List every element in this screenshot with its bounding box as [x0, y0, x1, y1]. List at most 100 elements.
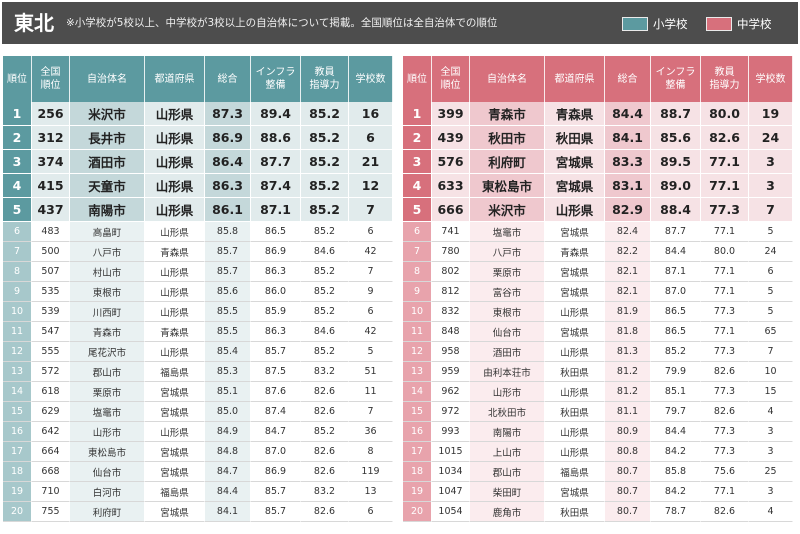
junior-high-cell-infra: 85.8 — [651, 462, 701, 482]
elementary-cell-rank: 5 — [3, 198, 32, 222]
junior-high-header-infra: インフラ 整備 — [651, 56, 701, 102]
elementary-cell-national: 539 — [32, 302, 70, 322]
elementary-cell-rank: 2 — [3, 126, 32, 150]
elementary-cell-rank: 14 — [3, 382, 32, 402]
junior-high-cell-teacher: 77.3 — [701, 382, 749, 402]
junior-high-cell-national: 633 — [432, 174, 470, 198]
elementary-cell-national: 256 — [32, 102, 70, 126]
table-row: 5 437 南陽市 山形県 86.1 87.1 85.2 7 — [3, 198, 393, 222]
junior-high-cell-schools: 15 — [749, 382, 793, 402]
elementary-cell-schools: 42 — [349, 242, 393, 262]
table-row: 19 710 白河市 福島県 84.4 85.7 83.2 13 — [3, 482, 393, 502]
junior-high-cell-infra: 85.6 — [651, 126, 701, 150]
junior-high-cell-infra: 85.2 — [651, 342, 701, 362]
junior-high-cell-infra: 84.4 — [651, 242, 701, 262]
junior-high-cell-name: 利府町 — [470, 150, 545, 174]
legend-elementary-label: 小学校 — [653, 17, 688, 31]
elementary-cell-teacher: 82.6 — [301, 462, 349, 482]
junior-high-cell-name: 米沢市 — [470, 198, 545, 222]
junior-high-header-rank-line: 順位 — [407, 73, 427, 85]
junior-high-header-schools-line: 学校数 — [755, 73, 786, 85]
junior-high-header-pref-line: 都道府県 — [554, 73, 595, 85]
junior-high-cell-teacher: 77.3 — [701, 422, 749, 442]
junior-high-cell-national: 848 — [432, 322, 470, 342]
elementary-cell-national: 415 — [32, 174, 70, 198]
junior-high-cell-infra: 87.0 — [651, 282, 701, 302]
elementary-header-total-line: 総合 — [217, 73, 238, 85]
junior-high-cell-name: 青森市 — [470, 102, 545, 126]
elementary-cell-total: 84.9 — [205, 422, 251, 442]
junior-high-cell-schools: 3 — [749, 150, 793, 174]
elementary-cell-infra: 87.7 — [251, 150, 301, 174]
table-row: 7 780 八戸市 青森県 82.2 84.4 80.0 24 — [403, 242, 793, 262]
junior-high-cell-name: 東松島市 — [470, 174, 545, 198]
junior-high-cell-infra: 79.7 — [651, 402, 701, 422]
elementary-cell-pref: 宮城県 — [145, 502, 205, 522]
elementary-header-national-line: 全国 — [40, 67, 61, 78]
elementary-cell-total: 84.8 — [205, 442, 251, 462]
junior-high-cell-national: 741 — [432, 222, 470, 242]
junior-high-cell-schools: 19 — [749, 102, 793, 126]
junior-high-cell-teacher: 77.1 — [701, 150, 749, 174]
junior-high-cell-teacher: 75.6 — [701, 462, 749, 482]
elementary-cell-total: 86.1 — [205, 198, 251, 222]
junior-high-cell-pref: 山形県 — [545, 198, 605, 222]
junior-high-cell-pref: 宮城県 — [545, 322, 605, 342]
junior-high-cell-rank: 17 — [403, 442, 432, 462]
elementary-cell-name: 青森市 — [70, 322, 145, 342]
elementary-cell-total: 84.4 — [205, 482, 251, 502]
junior-high-cell-national: 958 — [432, 342, 470, 362]
junior-high-cell-total: 81.3 — [605, 342, 651, 362]
junior-high-cell-total: 82.1 — [605, 262, 651, 282]
junior-high-cell-rank: 1 — [403, 102, 432, 126]
elementary-cell-rank: 4 — [3, 174, 32, 198]
junior-high-cell-national: 666 — [432, 198, 470, 222]
table-row: 8 507 村山市 山形県 85.7 86.3 85.2 7 — [3, 262, 393, 282]
elementary-cell-rank: 16 — [3, 422, 32, 442]
table-row: 9 535 東根市 山形県 85.6 86.0 85.2 9 — [3, 282, 393, 302]
junior-high-cell-schools: 25 — [749, 462, 793, 482]
junior-high-cell-name: 酒田市 — [470, 342, 545, 362]
elementary-cell-national: 535 — [32, 282, 70, 302]
junior-high-cell-rank: 20 — [403, 502, 432, 522]
elementary-cell-total: 87.3 — [205, 102, 251, 126]
region-title: 東北 — [14, 11, 54, 35]
junior-high-cell-rank: 4 — [403, 174, 432, 198]
junior-high-cell-total: 81.2 — [605, 382, 651, 402]
junior-high-cell-pref: 秋田県 — [545, 402, 605, 422]
elementary-cell-pref: 山形県 — [145, 342, 205, 362]
elementary-cell-teacher: 83.2 — [301, 482, 349, 502]
elementary-cell-national: 572 — [32, 362, 70, 382]
junior-high-cell-rank: 7 — [403, 242, 432, 262]
elementary-cell-schools: 12 — [349, 174, 393, 198]
elementary-cell-name: 尾花沢市 — [70, 342, 145, 362]
elementary-cell-teacher: 85.2 — [301, 102, 349, 126]
elementary-cell-total: 84.1 — [205, 502, 251, 522]
elementary-cell-name: 塩竈市 — [70, 402, 145, 422]
junior-high-cell-schools: 24 — [749, 126, 793, 150]
elementary-cell-teacher: 85.2 — [301, 422, 349, 442]
junior-high-cell-infra: 86.5 — [651, 302, 701, 322]
junior-high-cell-schools: 5 — [749, 302, 793, 322]
elementary-cell-national: 668 — [32, 462, 70, 482]
elementary-cell-infra: 86.5 — [251, 222, 301, 242]
elementary-cell-pref: 山形県 — [145, 222, 205, 242]
junior-high-cell-national: 399 — [432, 102, 470, 126]
elementary-header-infra: インフラ 整備 — [251, 56, 301, 102]
junior-high-header-teacher-line: 指導力 — [709, 80, 740, 91]
elementary-cell-national: 374 — [32, 150, 70, 174]
junior-high-cell-pref: 宮城県 — [545, 282, 605, 302]
junior-high-cell-schools: 4 — [749, 402, 793, 422]
legend-junior-high-label: 中学校 — [737, 17, 772, 31]
junior-high-cell-infra: 89.0 — [651, 174, 701, 198]
junior-high-cell-name: 秋田市 — [470, 126, 545, 150]
elementary-cell-national: 755 — [32, 502, 70, 522]
junior-high-cell-pref: 宮城県 — [545, 482, 605, 502]
junior-high-cell-total: 81.8 — [605, 322, 651, 342]
junior-high-cell-name: 柴田町 — [470, 482, 545, 502]
elementary-cell-national: 483 — [32, 222, 70, 242]
elementary-cell-name: 郡山市 — [70, 362, 145, 382]
elementary-cell-total: 85.5 — [205, 302, 251, 322]
junior-high-cell-schools: 5 — [749, 222, 793, 242]
junior-high-cell-infra: 85.1 — [651, 382, 701, 402]
